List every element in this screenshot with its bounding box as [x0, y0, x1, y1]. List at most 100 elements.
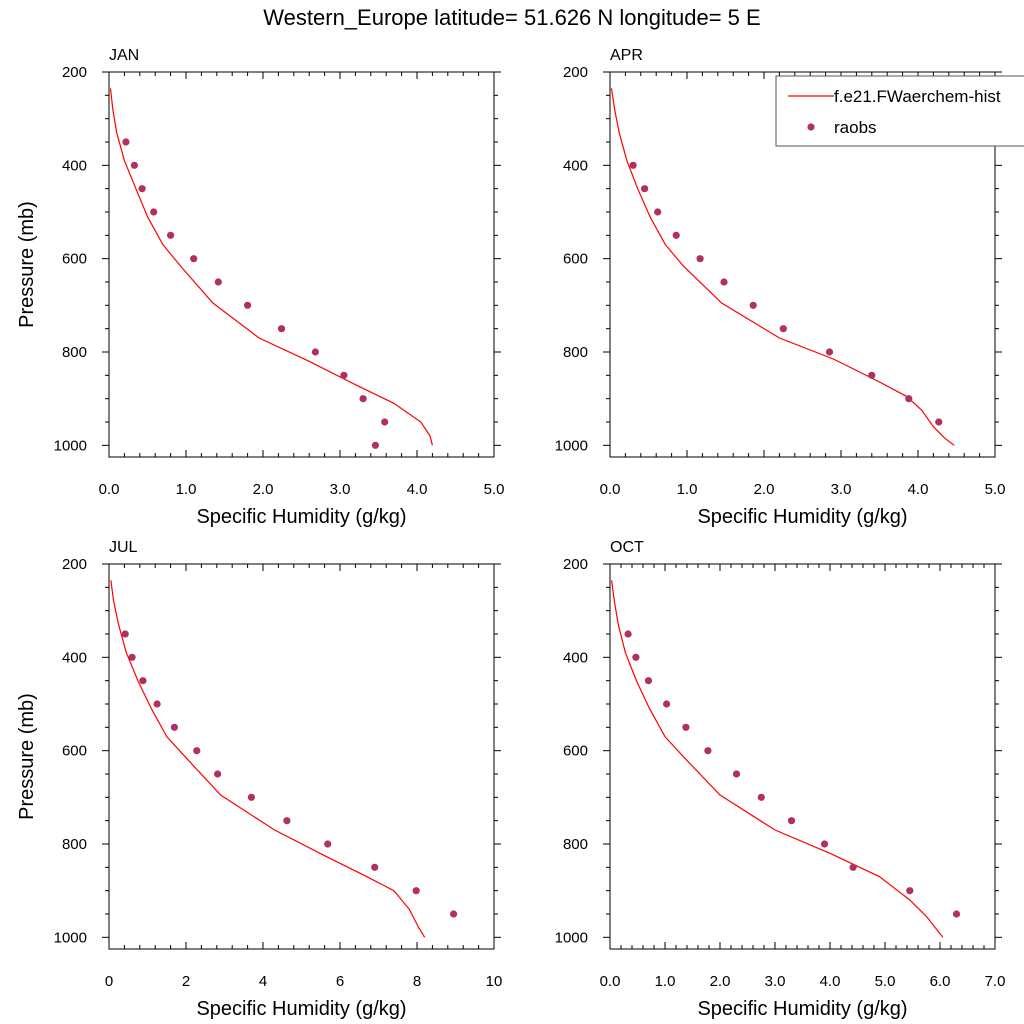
- x-axis-label: Specific Humidity (g/kg): [697, 506, 907, 528]
- x-tick-label: 5.0: [875, 973, 896, 990]
- raobs-point: [371, 441, 379, 449]
- raobs-point: [672, 231, 680, 239]
- y-tick-label: 600: [563, 743, 588, 760]
- x-tick-label: 1.0: [677, 481, 698, 498]
- model-line: [109, 88, 433, 446]
- raobs-point: [167, 231, 175, 239]
- x-tick-label: 4.0: [908, 481, 929, 498]
- x-tick-label: 2: [182, 973, 190, 990]
- raobs-point: [749, 301, 757, 309]
- x-tick-label: 0: [105, 973, 113, 990]
- y-tick-label: 600: [62, 251, 87, 268]
- raobs-point: [340, 371, 348, 379]
- raobs-point: [632, 653, 640, 661]
- raobs-point: [629, 161, 637, 169]
- y-tick-label: 1000: [555, 929, 588, 946]
- raobs-point: [779, 325, 787, 333]
- legend: f.e21.FWaerchem-hist raobs: [775, 75, 1024, 147]
- raobs-point: [244, 301, 252, 309]
- panel-oct: 0.0 1.0 2.0 3.0 4.0 5.0 6.0 7.0 200 400 600 800 1000…: [555, 539, 1006, 1020]
- y-tick-label: 1000: [54, 929, 87, 946]
- legend-box: [775, 75, 1024, 147]
- raobs-point: [450, 910, 458, 918]
- panel-apr: 0.0 1.0 2.0 3.0 4.0 5.0 200 400 600 800 1000 APR Spe…: [555, 47, 1024, 528]
- raobs-point: [820, 840, 829, 848]
- y-tick-label: 1000: [555, 437, 588, 454]
- x-tick-label: 3.0: [831, 481, 852, 498]
- panel-title: JUL: [109, 539, 138, 556]
- raobs-point: [641, 185, 649, 193]
- raobs-point: [170, 723, 178, 731]
- raobs-point: [150, 208, 158, 216]
- x-tick-label: 5.0: [484, 481, 505, 498]
- x-tick-label: 3.0: [330, 481, 351, 498]
- plot-frame: [108, 71, 495, 458]
- x-tick-label: 2.0: [710, 973, 731, 990]
- y-tick-label: 200: [563, 556, 588, 573]
- raobs-point: [935, 418, 943, 426]
- y-tick-label: 600: [563, 251, 588, 268]
- raobs-point: [720, 278, 728, 286]
- x-tick-label: 6.0: [930, 973, 951, 990]
- x-tick-label: 10: [486, 973, 503, 990]
- x-tick-label: 3.0: [765, 973, 786, 990]
- raobs-point: [153, 700, 161, 708]
- x-tick-label: 1.0: [176, 481, 197, 498]
- raobs-point: [905, 395, 913, 403]
- raobs-point: [906, 887, 914, 895]
- legend-entry-raobs: raobs: [834, 118, 877, 137]
- y-tick-label: 600: [62, 743, 87, 760]
- raobs-point: [381, 418, 389, 426]
- raobs-point: [139, 677, 147, 685]
- raobs-point: [371, 863, 379, 871]
- plot-frame: [609, 71, 996, 458]
- y-tick-label: 200: [563, 64, 588, 81]
- model-line: [110, 580, 426, 938]
- raobs-point: [696, 255, 704, 263]
- raobs-point: [121, 630, 129, 638]
- x-tick-label: 0.0: [600, 481, 621, 498]
- raobs-point: [190, 255, 198, 263]
- x-tick-label: 2.0: [754, 481, 775, 498]
- panel-jan: 0.0 1.0 2.0 3.0 4.0 5.0 200 400 600 800 1000 JAN Spe…: [16, 47, 504, 528]
- x-tick-label: 0.0: [600, 973, 621, 990]
- x-axis-label: Specific Humidity (g/kg): [196, 506, 406, 528]
- panel-title: APR: [610, 47, 643, 64]
- y-axis-label: Pressure (mb): [16, 693, 38, 820]
- y-tick-label: 400: [62, 157, 87, 174]
- y-tick-label: 800: [563, 836, 588, 853]
- raobs-point: [952, 910, 961, 918]
- y-tick-label: 800: [62, 344, 87, 361]
- raobs-point: [732, 770, 741, 778]
- raobs-point: [130, 161, 138, 169]
- y-tick-label: 1000: [54, 437, 87, 454]
- y-tick-label: 800: [563, 344, 588, 361]
- y-tick-label: 400: [563, 157, 588, 174]
- model-line: [610, 88, 955, 446]
- y-axis-label: Pressure (mb): [16, 201, 38, 328]
- x-tick-label: 8: [413, 973, 421, 990]
- raobs-point: [868, 371, 876, 379]
- raobs-point: [359, 395, 367, 403]
- raobs-point: [138, 185, 146, 193]
- raobs-point: [324, 840, 332, 848]
- y-tick-label: 400: [62, 649, 87, 666]
- x-tick-label: 7.0: [985, 973, 1006, 990]
- raobs-point: [624, 630, 632, 638]
- raobs-point: [277, 325, 286, 333]
- x-tick-label: 4.0: [820, 973, 841, 990]
- raobs-point: [654, 208, 662, 216]
- legend-marker-swatch: [807, 123, 815, 131]
- x-axis-label: Specific Humidity (g/kg): [697, 998, 907, 1020]
- raobs-point: [311, 348, 319, 356]
- legend-entry-model: f.e21.FWaerchem-hist: [834, 87, 1001, 106]
- x-tick-label: 4.0: [407, 481, 428, 498]
- raobs-point: [214, 278, 222, 286]
- panel-jul: 0 2 4 6 8 10 200 400 600 800 1000 JUL Specific Humid…: [16, 539, 502, 1020]
- raobs-point: [757, 793, 765, 801]
- y-tick-label: 400: [563, 649, 588, 666]
- x-tick-label: 4: [259, 973, 267, 990]
- y-tick-label: 800: [62, 836, 87, 853]
- plot-frame: [609, 563, 996, 950]
